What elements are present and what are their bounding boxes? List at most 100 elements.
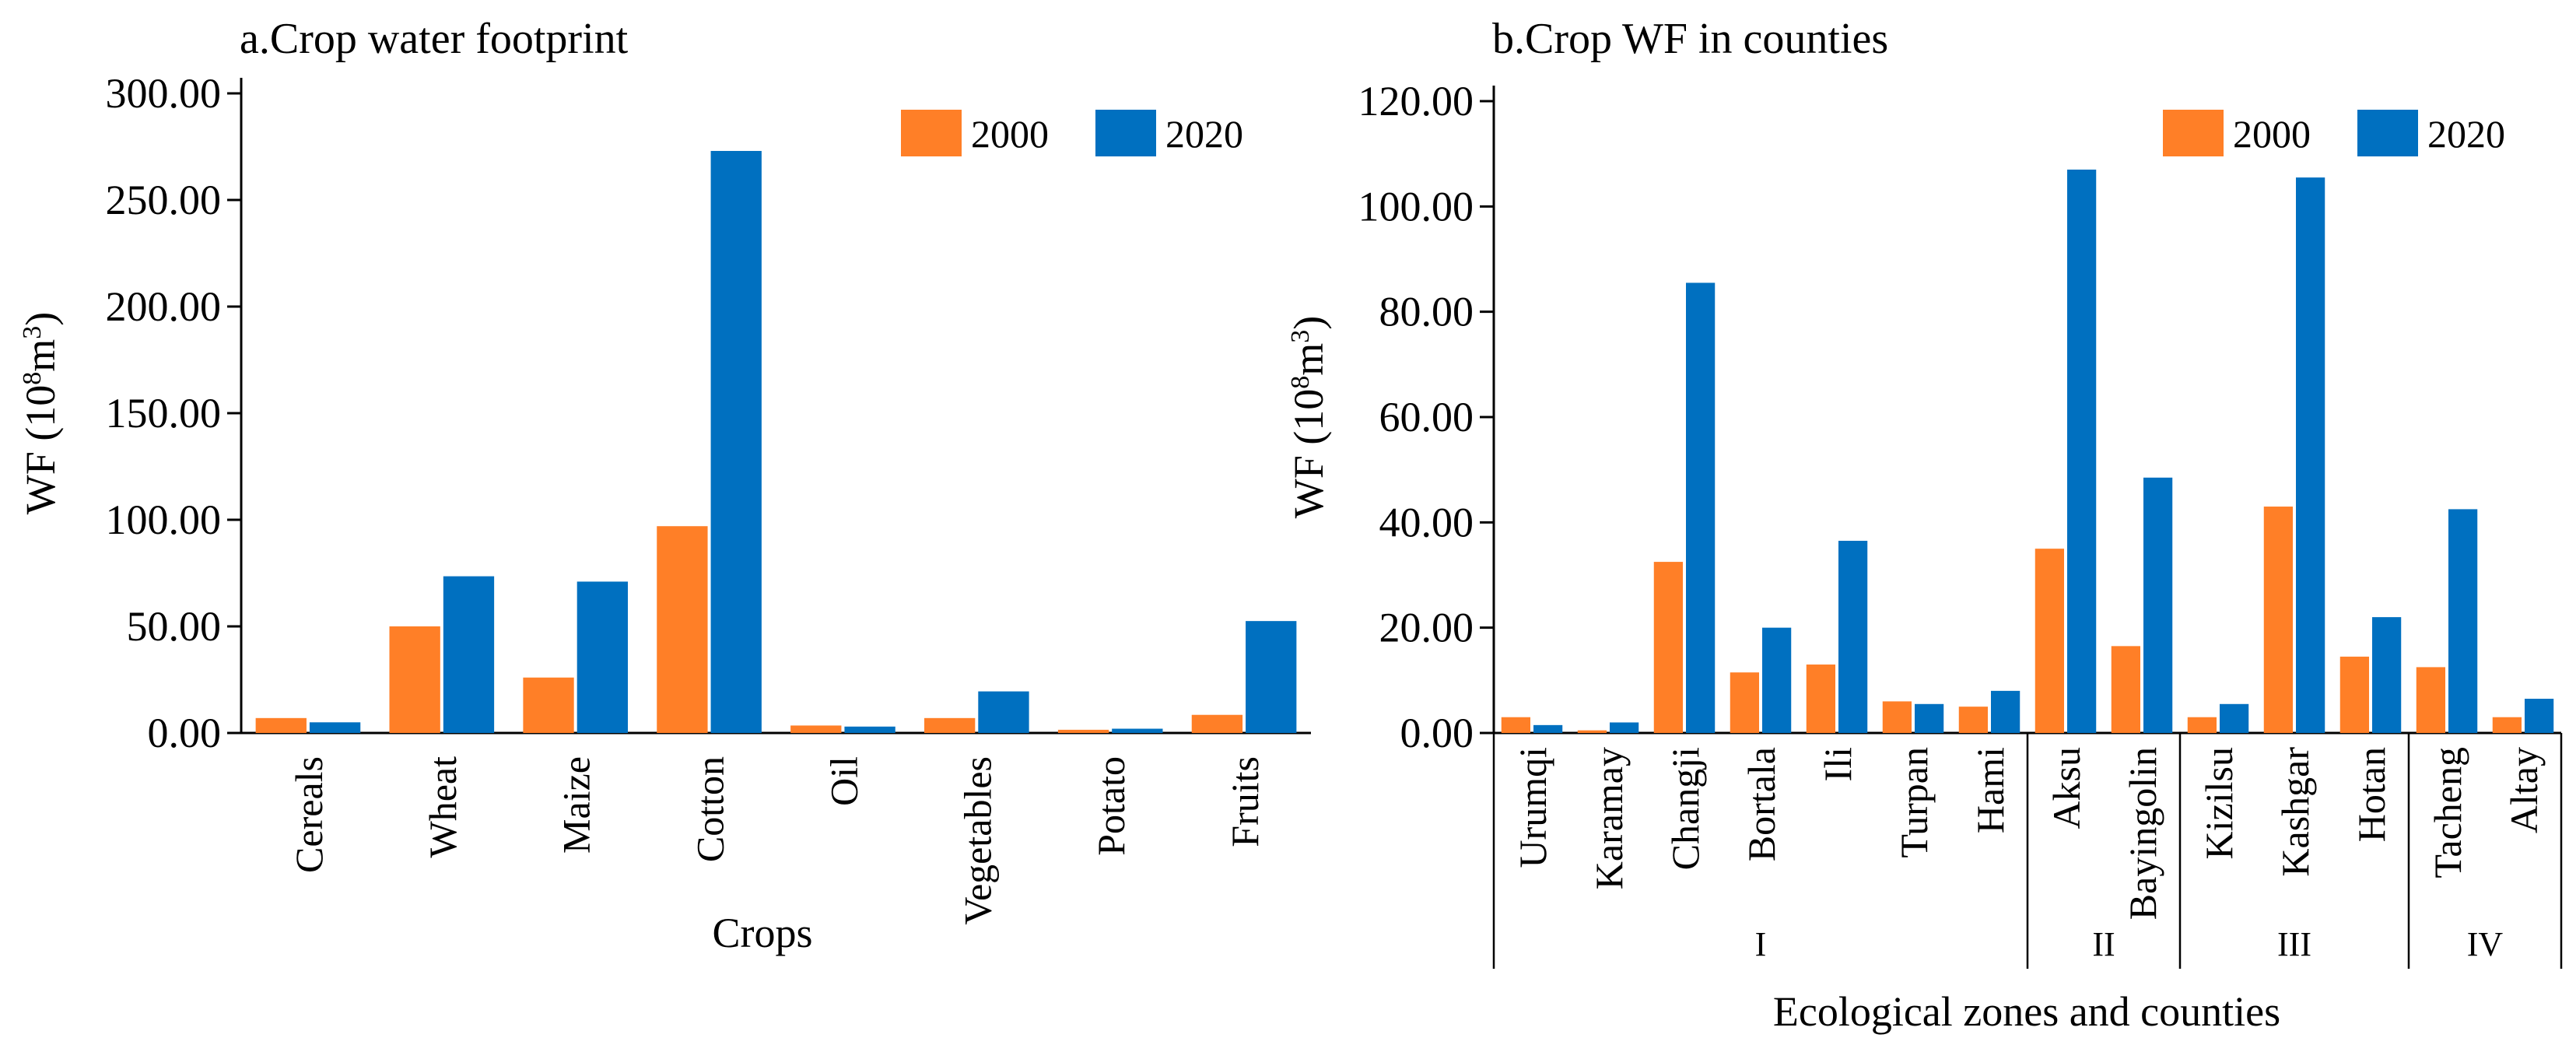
chart-a: a.Crop water footprint 0.00 50.00 100.00 150… [17, 15, 1311, 956]
x-tick-label: Oil [822, 756, 865, 806]
x-tick-label: Bayingolin [2121, 747, 2164, 920]
zone-label: I [1755, 925, 1767, 963]
x-axis-label: Crops [712, 910, 812, 956]
legend-swatch-2000 [901, 110, 962, 156]
y-tick-label: 300.00 [106, 70, 222, 117]
bar-2020-altay [2525, 699, 2554, 733]
y-tick-label: 50.00 [127, 603, 222, 650]
x-tick-label: Changji [1663, 747, 1707, 870]
y-tick-label: 0.00 [1400, 710, 1474, 756]
bar-2020-ili [1838, 541, 1868, 733]
bar-2020-changji [1686, 282, 1716, 733]
x-tick-label: Urumqi [1511, 747, 1554, 868]
x-tick-label: Fruits [1223, 756, 1267, 847]
bar-2020-urumqi [1533, 724, 1563, 733]
y-axis-label-exp1: 8 [1286, 376, 1315, 389]
bar-2000-wheat [389, 626, 440, 733]
bar-2000-changji [1653, 562, 1683, 733]
x-tick-label: Potato [1089, 756, 1133, 856]
bar-2020-vegetables [978, 691, 1029, 733]
bar-2020-hami [1991, 690, 2020, 733]
bar-2000-bortala [1730, 672, 1759, 733]
chart-title: b.Crop WF in counties [1492, 15, 1888, 63]
x-tick-label: Tacheng [2426, 747, 2469, 878]
bar-2000-turpan [1882, 701, 1912, 733]
y-axis-label-end: ) [17, 312, 64, 326]
legend-swatch-2020 [1095, 110, 1156, 156]
x-tick-label: Ili [1816, 747, 1859, 781]
x-tick-label: Kizilsu [2197, 747, 2241, 859]
zone-label: II [2092, 925, 2115, 963]
y-tick-label: 120.00 [1358, 78, 1474, 124]
bar-2020-bayingolin [2143, 477, 2173, 733]
legend-label-2020: 2020 [1165, 112, 1243, 156]
bar-2020-turpan [1915, 703, 1944, 733]
x-tick-label: Kashgar [2273, 747, 2317, 877]
bar-2020-bortala [1762, 627, 1792, 733]
x-tick-label: Turpan [1892, 747, 1936, 858]
x-tick-label: Hami [1968, 747, 2012, 833]
x-tick-label: Maize [555, 756, 598, 854]
bar-2000-aksu [2035, 549, 2064, 733]
y-tick-label: 100.00 [1358, 183, 1474, 230]
bar-2020-cereals [309, 722, 361, 733]
y-axis-label-mid: m [17, 339, 64, 372]
bar-2020-maize [577, 581, 628, 733]
legend-swatch-2000 [2163, 110, 2224, 156]
x-tick-label: Bortala [1740, 747, 1783, 861]
bar-2000-tacheng [2416, 667, 2445, 733]
y-tick-label: 60.00 [1379, 394, 1474, 440]
bar-2000-ili [1806, 665, 1835, 733]
y-axis-label-exp2: 3 [1286, 330, 1315, 343]
y-axis-label-end: ) [1285, 316, 1332, 330]
bar-2020-oil [844, 726, 895, 733]
y-tick-label: 40.00 [1379, 499, 1474, 545]
bar-2020-aksu [2067, 169, 2097, 733]
bar-2000-hotan [2339, 656, 2369, 733]
bar-2000-cereals [255, 717, 307, 733]
x-tick-label: Karamay [1587, 747, 1631, 889]
bar-2000-kashgar [2263, 507, 2293, 733]
bar-2000-bayingolin [2111, 646, 2140, 733]
bar-2020-fruits [1246, 621, 1297, 733]
bar-2000-kizilsu [2187, 717, 2217, 733]
legend-label-2000: 2000 [2233, 112, 2311, 156]
legend-label-2020: 2020 [2427, 112, 2505, 156]
x-tick-label: Vegetables [955, 756, 999, 925]
y-tick-label: 0.00 [148, 710, 222, 756]
y-tick-label: 250.00 [106, 177, 222, 223]
bar-2020-tacheng [2448, 509, 2478, 733]
zone-label: IV [2467, 925, 2504, 963]
zone-label: III [2277, 925, 2311, 963]
y-tick-label: 100.00 [106, 496, 222, 543]
y-tick-label: 200.00 [106, 283, 222, 330]
bar-2000-altay [2492, 717, 2522, 733]
bar-2000-oil [790, 725, 842, 733]
y-tick-label: 150.00 [106, 390, 222, 437]
y-axis-label: WF (108m3) [17, 312, 64, 514]
bar-2020-cotton [710, 150, 762, 734]
bar-2020-kizilsu [2220, 703, 2249, 733]
bar-2000-maize [523, 677, 574, 733]
x-tick-label: Wheat [421, 756, 464, 858]
bar-2000-potato [1057, 729, 1109, 733]
bar-2020-hotan [2372, 617, 2402, 733]
x-axis-label: Ecological zones and counties [1773, 988, 2280, 1035]
x-tick-label: Aksu [2045, 747, 2088, 829]
bar-2020-karamay [1610, 722, 1639, 733]
y-axis-label: WF (108m3) [1285, 316, 1332, 518]
y-tick-label: 20.00 [1379, 605, 1474, 651]
chart-b: b.Crop WF in counties 0.00 20.00 40.00 60.00… [1285, 15, 2563, 1035]
y-axis-label-main: WF (10 [17, 385, 64, 514]
y-axis-label-main: WF (10 [1285, 389, 1332, 518]
bar-2000-karamay [1577, 730, 1607, 733]
chart-title: a.Crop water footprint [240, 15, 629, 63]
y-axis-label-mid: m [1285, 343, 1332, 376]
bar-2000-cotton [657, 526, 708, 733]
legend-label-2000: 2000 [971, 112, 1049, 156]
legend-swatch-2020 [2357, 110, 2418, 156]
bar-2000-hami [1958, 707, 1988, 733]
x-tick-label: Hotan [2350, 747, 2393, 842]
bar-2000-urumqi [1501, 717, 1530, 733]
